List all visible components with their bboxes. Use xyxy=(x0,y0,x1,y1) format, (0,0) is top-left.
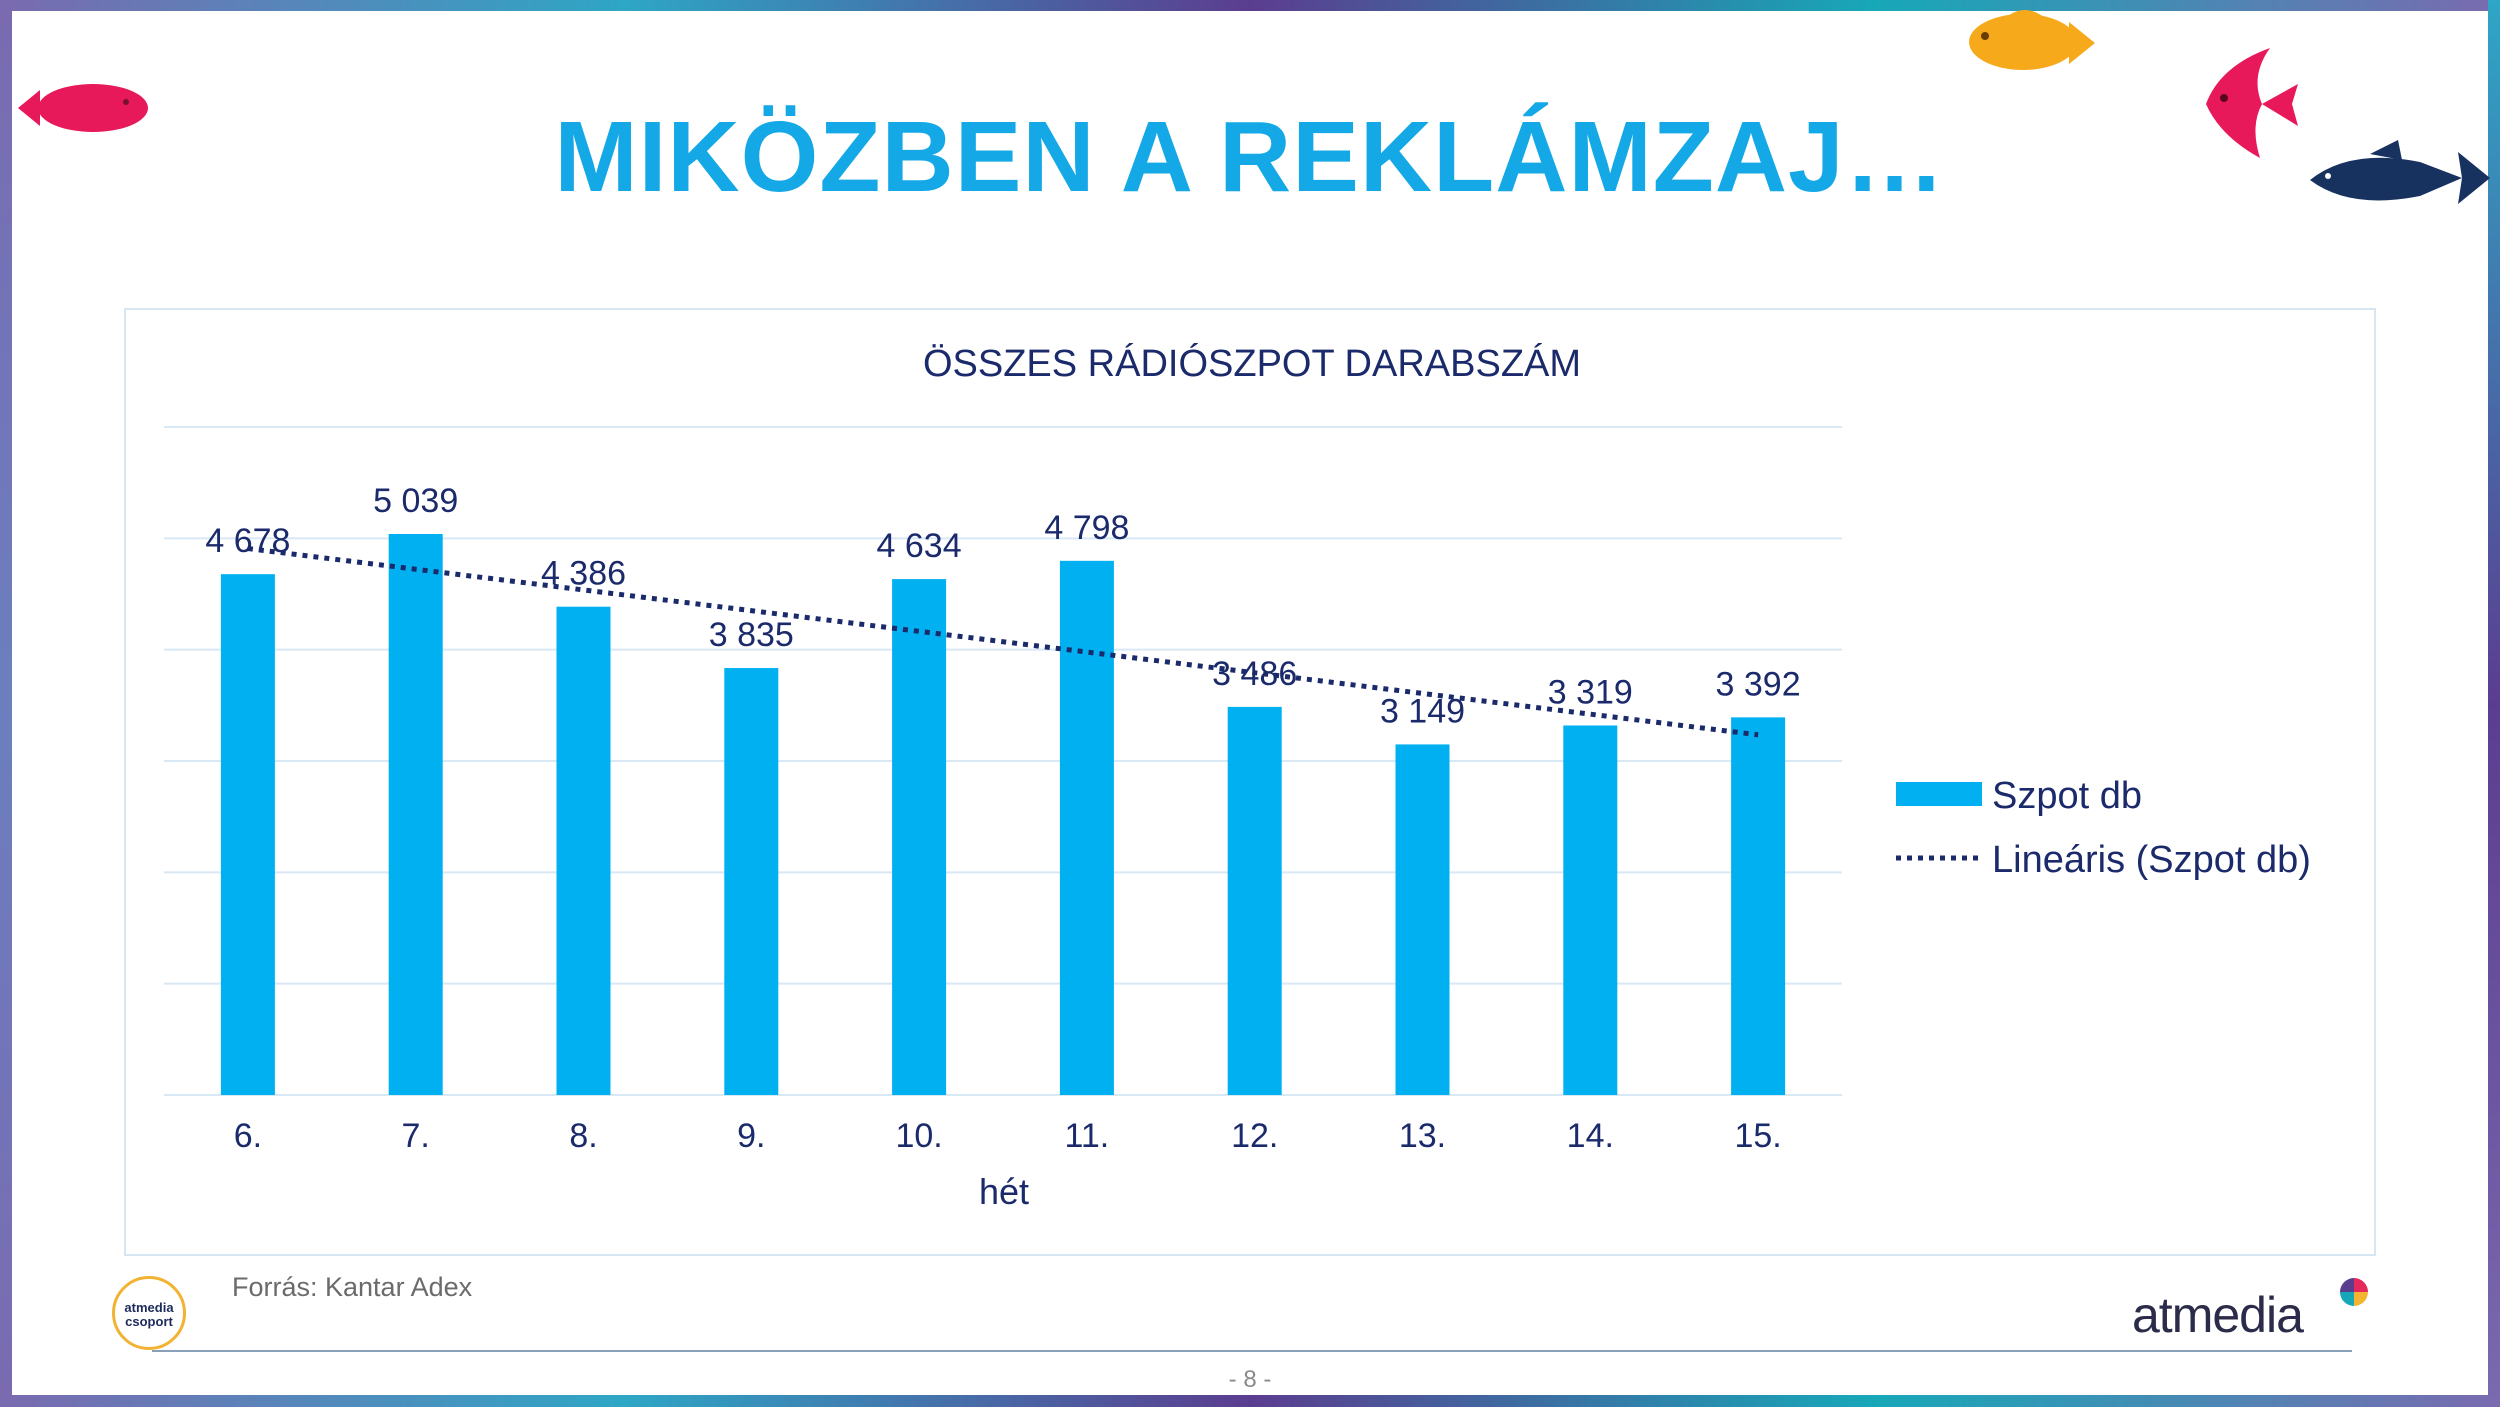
trendline xyxy=(247,546,1759,738)
data-label: 4 678 xyxy=(205,522,290,560)
source-note: Forrás: Kantar Adex xyxy=(232,1272,473,1302)
gridlines xyxy=(164,426,1842,1096)
x-tick-label: 9. xyxy=(737,1117,765,1155)
bar xyxy=(220,574,275,1095)
bar xyxy=(1059,560,1114,1095)
x-tick-label: 14. xyxy=(1567,1117,1614,1155)
bar xyxy=(1563,725,1618,1095)
x-tick-label: 12. xyxy=(1231,1117,1278,1155)
bar xyxy=(724,668,779,1095)
frame-top-border xyxy=(0,0,2500,11)
logo-left-line-1: atmedia xyxy=(124,1300,174,1315)
legend: Szpot db Lineáris (Szpot db) xyxy=(1896,775,2311,881)
page-number: - 8 - xyxy=(1228,1366,1272,1393)
data-label: 4 634 xyxy=(877,527,962,565)
data-label: 3 835 xyxy=(709,616,794,654)
data-label: 3 149 xyxy=(1380,692,1465,730)
frame-bottom-border xyxy=(0,1395,2500,1407)
x-tick-label: 15. xyxy=(1734,1117,1781,1155)
data-label: 3 319 xyxy=(1548,673,1633,711)
logo-left-line-2: csoport xyxy=(125,1314,173,1329)
bar xyxy=(1395,744,1450,1095)
data-label: 3 486 xyxy=(1212,655,1297,693)
footer-divider xyxy=(152,1350,2352,1352)
x-tick-label: 11. xyxy=(1065,1117,1110,1155)
legend-swatch-bars xyxy=(1896,782,1982,806)
bars xyxy=(220,533,1786,1095)
data-label: 5 039 xyxy=(373,482,458,520)
chart-title: ÖSSZES RÁDIÓSZPOT DARABSZÁM xyxy=(923,342,1581,385)
data-label: 4 386 xyxy=(541,555,626,593)
data-labels: 4 678 5 039 4 386 3 835 4 634 4 798 3 486 3 149… xyxy=(205,482,1800,730)
chart-container: ÖSSZES RÁDIÓSZPOT DARABSZÁM 4 678 5 039 4 … xyxy=(124,308,2376,1256)
data-label: 3 392 xyxy=(1716,665,1801,703)
data-label: 4 798 xyxy=(1044,509,1129,547)
legend-label-bars: Szpot db xyxy=(1992,775,2142,817)
legend-label-trendline: Lineáris (Szpot db) xyxy=(1992,839,2311,881)
trendline-path xyxy=(247,546,1759,738)
x-tick-label: 10. xyxy=(895,1117,942,1155)
fish-icon-navy xyxy=(2310,140,2490,204)
fish-icon-red xyxy=(18,84,148,132)
x-axis-ticks: 6. 7. 8. 9. 10. 11. 12. 13. 14. 15. xyxy=(234,1117,1782,1155)
frame-right-border xyxy=(2488,0,2500,1407)
bar xyxy=(1227,706,1282,1095)
page-title: MIKÖZBEN A REKLÁMZAJ… xyxy=(554,101,1946,213)
bar xyxy=(1731,717,1786,1095)
x-tick-label: 7. xyxy=(402,1117,430,1155)
atmedia-logo: atmedia xyxy=(2132,1287,2304,1343)
bar xyxy=(892,579,947,1095)
angelfish-icon-red xyxy=(2206,48,2298,158)
x-tick-label: 6. xyxy=(234,1117,262,1155)
atmedia-csoport-logo: atmedia csoport xyxy=(112,1276,186,1350)
bar xyxy=(388,533,443,1095)
x-tick-label: 13. xyxy=(1399,1117,1446,1155)
fish-icon-orange xyxy=(1969,10,2095,70)
bar xyxy=(556,606,611,1095)
x-tick-label: 8. xyxy=(569,1117,597,1155)
atmedia-logo-mark-icon xyxy=(2340,1278,2368,1306)
frame-left-border xyxy=(0,0,12,1407)
x-axis-title: hét xyxy=(979,1171,1029,1212)
